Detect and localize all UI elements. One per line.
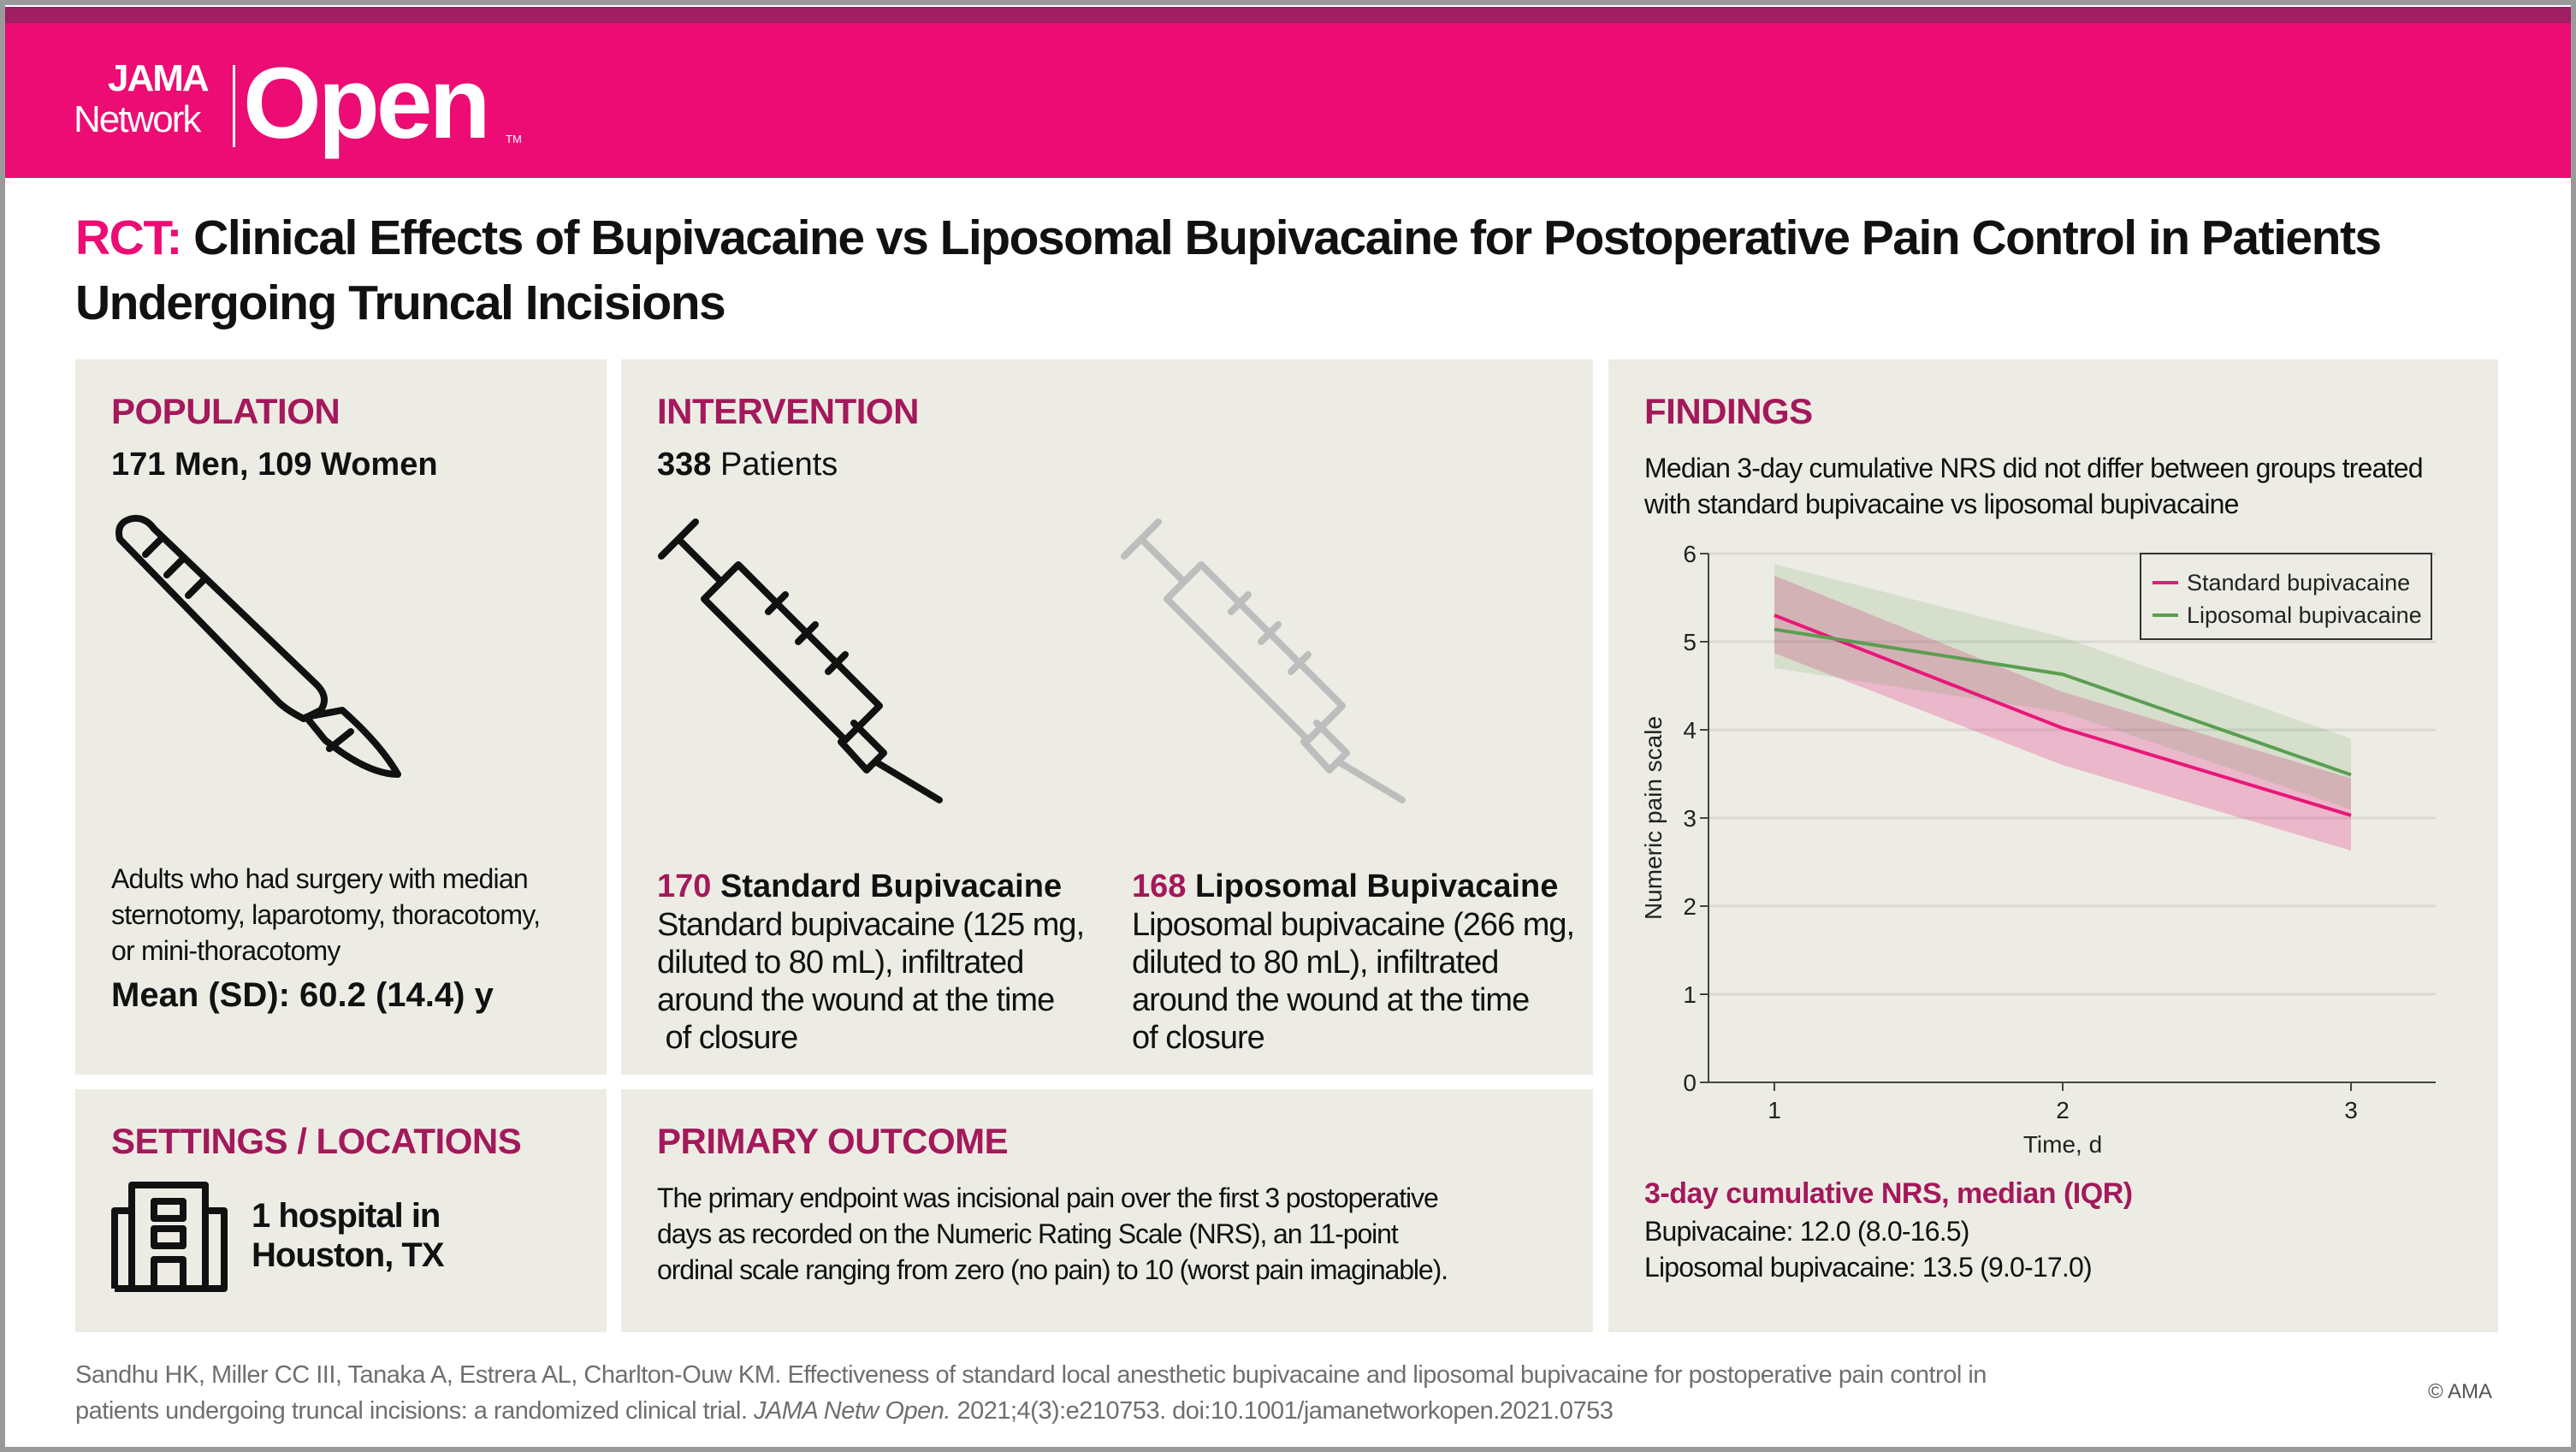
arm-name: Standard Bupivacaine <box>720 868 1063 904</box>
outcome-line: The primary endpoint was incisional pain… <box>657 1182 1439 1213</box>
outcome-line: days as recorded on the Numeric Rating S… <box>657 1218 1399 1249</box>
arm-line: around the wound at the time <box>657 982 1055 1018</box>
y-tick-label: 4 <box>1683 717 1697 744</box>
y-tick-label: 6 <box>1683 541 1697 567</box>
syringe-icon-liposomal <box>1121 519 1406 803</box>
citation-doi: 2021;4(3):e210753. doi:10.1001/jamanetwo… <box>956 1397 1614 1425</box>
legend-label: Liposomal bupivacaine <box>2187 602 2422 628</box>
population-line: or mini-thoracotomy <box>111 935 341 966</box>
findings-line: with standard bupivacaine vs liposomal b… <box>1644 489 2239 519</box>
arm-line: diluted to 80 mL), infiltrated <box>657 945 1024 981</box>
legend-box <box>2140 553 2432 640</box>
page-title: RCT: Clinical Effects of Bupivacaine vs … <box>75 205 2471 335</box>
header-band <box>5 23 2571 178</box>
settings-heading: SETTINGS / LOCATIONS <box>111 1121 522 1161</box>
x-tick-label: 3 <box>2344 1097 2358 1123</box>
population-heading: POPULATION <box>111 391 341 431</box>
arm-line: Standard bupivacaine (125 mg, <box>657 907 1085 943</box>
chart-grid <box>1708 552 2436 996</box>
logo-divider <box>233 65 235 147</box>
syringe-icon <box>658 519 943 803</box>
population-panel <box>75 359 607 1075</box>
population-description: Adults who had surgery with median stern… <box>111 861 541 969</box>
chart-bands <box>1774 564 2351 851</box>
logo-open: Open <box>243 47 491 160</box>
pain-score-chart: 0 1 2 3 4 5 6 1 2 3 Time, d Numeric pain scale St… <box>1640 541 2436 1158</box>
population-age: Mean (SD): 60.2 (14.4) y <box>111 976 494 1014</box>
result-line: Liposomal bupivacaine: 13.5 (9.0-17.0) <box>1644 1252 2093 1283</box>
primary-outcome-panel <box>621 1089 1593 1332</box>
x-tick-label: 2 <box>2056 1097 2070 1123</box>
x-axis-label: Time, d <box>2023 1131 2102 1158</box>
findings-panel <box>1608 359 2498 1332</box>
citation-journal: JAMA Netw Open. <box>753 1397 950 1425</box>
y-tick-label: 0 <box>1683 1070 1697 1096</box>
citation-line: Sandhu HK, Miller CC III, Tanaka A, Estr… <box>75 1361 1987 1389</box>
citation-text: patients undergoing truncal incisions: a… <box>75 1397 748 1425</box>
intervention-heading: INTERVENTION <box>657 391 919 431</box>
arm-line: of closure <box>657 1020 799 1056</box>
findings-line: Median 3-day cumulative NRS did not diff… <box>1644 453 2424 483</box>
citation: Sandhu HK, Miller CC III, Tanaka A, Estr… <box>75 1357 1987 1429</box>
result-heading: 3-day cumulative NRS, median (IQR) <box>1644 1177 2133 1210</box>
y-tick-label: 3 <box>1683 805 1697 832</box>
result-line: Bupivacaine: 12.0 (8.0-16.5) <box>1644 1216 1969 1247</box>
logo-jama: JAMA <box>108 57 210 99</box>
arm-line: around the wound at the time <box>1132 982 1530 1018</box>
settings-line: 1 hospital in <box>252 1197 441 1235</box>
results: Bupivacaine: 12.0 (8.0-16.5) Liposomal b… <box>1644 1213 2093 1285</box>
citation-line: patients undergoing truncal incisions: a… <box>75 1393 1987 1429</box>
y-axis-label: Numeric pain scale <box>1640 716 1667 920</box>
y-tick-label: 2 <box>1683 893 1697 920</box>
arm-standard: 170 Standard Bupivacaine Standard bupiva… <box>657 867 1085 1057</box>
title-prefix: RCT: <box>75 210 182 265</box>
y-tick-label: 1 <box>1683 981 1697 1008</box>
copyright: © AMA <box>2428 1380 2493 1403</box>
logo-network: Network <box>74 98 201 140</box>
hospital-icon <box>111 1182 228 1292</box>
title-text: Clinical Effects of Bupivacaine vs Lipos… <box>75 210 2382 330</box>
arm-name: Liposomal Bupivacaine <box>1194 868 1559 904</box>
top-strip <box>5 7 2571 23</box>
scalpel-icon <box>115 514 401 778</box>
chart-axes: 0 1 2 3 4 5 6 1 2 3 <box>1683 541 2436 1123</box>
arm-line: Liposomal bupivacaine (266 mg, <box>1132 907 1575 943</box>
y-tick-label: 5 <box>1683 629 1697 655</box>
outcome-line: ordinal scale ranging from zero (no pain… <box>657 1254 1448 1285</box>
arm-liposomal: 168 Liposomal Bupivacaine Liposomal bupi… <box>1132 867 1575 1057</box>
intervention-panel <box>621 359 1593 1075</box>
findings-text: Median 3-day cumulative NRS did not diff… <box>1644 450 2424 522</box>
arm-line: of closure <box>1132 1020 1265 1056</box>
settings-line: Houston, TX <box>252 1236 445 1274</box>
intervention-total: 338 Patients <box>657 445 838 484</box>
iqr-band-standard <box>1774 575 2351 851</box>
settings-location: 1 hospital in Houston, TX <box>252 1196 445 1275</box>
chart-legend: Standard bupivacaine Liposomal bupivacain… <box>2140 553 2432 640</box>
population-line: Adults who had surgery with median <box>111 863 529 894</box>
arm-count: 170 <box>657 868 712 904</box>
chart-lines <box>1774 613 2352 817</box>
iqr-band-liposomal <box>1774 564 2351 809</box>
population-line: sternotomy, laparotomy, thoracotomy, <box>111 899 541 930</box>
population-summary: 171 Men, 109 Women <box>111 447 438 483</box>
arm-count: 168 <box>1132 868 1187 904</box>
total-count: 338 <box>657 447 712 483</box>
primary-outcome-text: The primary endpoint was incisional pain… <box>657 1180 1448 1288</box>
logo-tm: TM <box>506 133 522 145</box>
legend-label: Standard bupivacaine <box>2187 570 2410 596</box>
findings-heading: FINDINGS <box>1644 391 1813 431</box>
primary-outcome-heading: PRIMARY OUTCOME <box>657 1121 1009 1161</box>
total-label: Patients <box>720 447 838 483</box>
arm-line: diluted to 80 mL), infiltrated <box>1132 945 1499 981</box>
x-tick-label: 1 <box>1768 1097 1781 1123</box>
